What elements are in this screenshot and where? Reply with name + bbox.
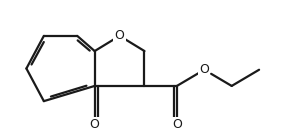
- Text: O: O: [199, 63, 209, 76]
- Text: O: O: [115, 29, 124, 42]
- Text: O: O: [172, 118, 182, 131]
- Text: O: O: [90, 118, 100, 131]
